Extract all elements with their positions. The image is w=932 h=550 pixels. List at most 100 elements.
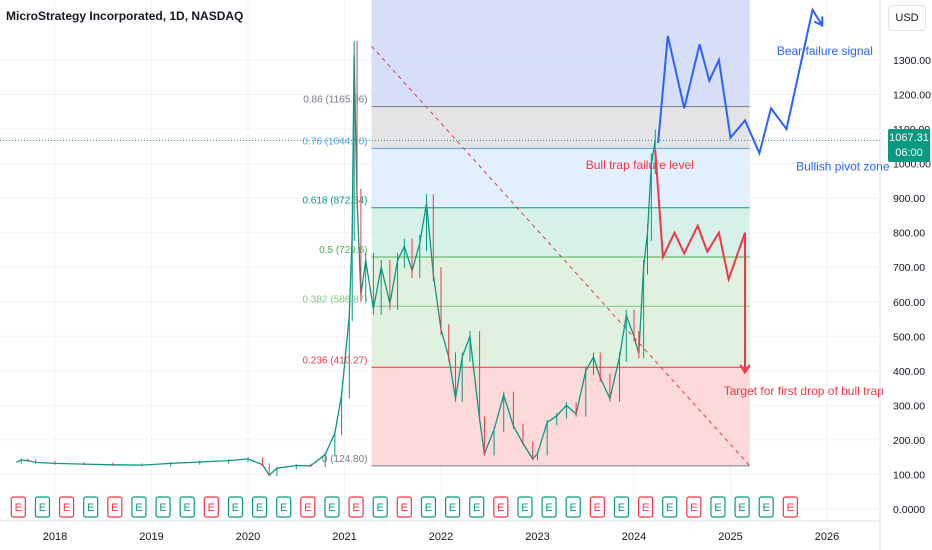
fib-level-label: 0.5 (729.6) xyxy=(319,245,367,256)
projection-bull-trap-arrowhead xyxy=(739,364,751,375)
earnings-marker[interactable]: E xyxy=(300,496,316,518)
earnings-marker-box xyxy=(131,496,147,518)
earnings-marker[interactable]: E xyxy=(734,496,750,518)
earnings-marker-box xyxy=(420,496,437,518)
y-tick-label: 300.00 xyxy=(893,400,925,412)
earnings-marker-label: E xyxy=(256,502,263,514)
x-tick-label: 2022 xyxy=(429,531,453,543)
earnings-marker-box xyxy=(251,496,268,518)
earnings-marker-label: E xyxy=(521,502,528,514)
earnings-marker-box xyxy=(686,496,702,518)
earnings-marker-label: E xyxy=(401,502,408,514)
earnings-marker[interactable]: E xyxy=(131,496,147,518)
earnings-marker-label: E xyxy=(135,502,142,514)
earnings-marker-box xyxy=(444,496,461,518)
fib-level-label: 0 (124.80) xyxy=(322,454,368,465)
fib-level-label: 0.382 (586.87) xyxy=(302,294,367,305)
earnings-marker-box xyxy=(179,496,195,518)
earnings-marker[interactable]: E xyxy=(10,496,26,518)
earnings-marker-label: E xyxy=(738,502,745,514)
fib-zone xyxy=(371,367,750,466)
earnings-marker[interactable]: E xyxy=(782,496,798,518)
earnings-marker-label: E xyxy=(763,502,770,514)
earnings-marker[interactable]: E xyxy=(324,496,340,518)
earnings-marker-label: E xyxy=(545,502,552,514)
earnings-marker[interactable]: E xyxy=(662,496,678,518)
earnings-marker-label: E xyxy=(377,502,384,514)
earnings-marker-box xyxy=(517,496,533,518)
earnings-marker[interactable]: E xyxy=(710,496,726,518)
earnings-marker[interactable]: E xyxy=(541,496,557,518)
earnings-marker-box xyxy=(203,496,219,518)
x-tick-label: 2024 xyxy=(622,531,646,543)
earnings-marker-label: E xyxy=(184,502,191,514)
earnings-marker-box xyxy=(589,496,605,518)
chart-title: MicroStrategy Incorporated, 1D, NASDAQ xyxy=(6,9,244,23)
earnings-marker[interactable]: E xyxy=(155,496,171,518)
earnings-marker[interactable]: E xyxy=(444,496,461,518)
earnings-marker[interactable]: E xyxy=(227,496,244,518)
earnings-marker-box xyxy=(565,496,581,518)
annotation-label: Target for first drop of bull trap xyxy=(724,384,884,398)
earnings-marker[interactable]: E xyxy=(565,496,581,518)
earnings-marker-label: E xyxy=(352,502,359,514)
currency-button[interactable]: USD xyxy=(888,5,926,31)
earnings-marker[interactable]: E xyxy=(396,496,412,518)
earnings-marker-label: E xyxy=(473,502,480,514)
earnings-marker-box xyxy=(324,496,340,518)
earnings-marker[interactable]: E xyxy=(58,496,75,518)
fib-level-label: 0.618 (872.34) xyxy=(302,196,367,207)
earnings-marker-box xyxy=(372,496,388,518)
earnings-marker-box xyxy=(493,496,509,518)
earnings-marker[interactable]: E xyxy=(469,496,485,518)
earnings-marker-label: E xyxy=(39,502,46,514)
last-price-tag: 1067.31 06:00 xyxy=(888,129,930,162)
last-price-countdown: 06:00 xyxy=(895,147,923,159)
fib-zone xyxy=(371,148,750,208)
earnings-marker[interactable]: E xyxy=(348,496,364,518)
earnings-marker[interactable]: E xyxy=(83,496,99,518)
earnings-marker-label: E xyxy=(232,502,239,514)
fib-zone xyxy=(371,0,750,107)
earnings-marker[interactable]: E xyxy=(203,496,219,518)
earnings-marker[interactable]: E xyxy=(686,496,702,518)
earnings-marker[interactable]: E xyxy=(107,496,123,518)
earnings-marker[interactable]: E xyxy=(276,496,292,518)
earnings-marker-label: E xyxy=(304,502,311,514)
earnings-marker[interactable]: E xyxy=(251,496,268,518)
earnings-marker[interactable]: E xyxy=(34,496,51,518)
x-tick-label: 2018 xyxy=(43,531,67,543)
earnings-marker-box xyxy=(34,496,51,518)
fib-zone xyxy=(371,306,750,368)
earnings-marker[interactable]: E xyxy=(372,496,388,518)
earnings-marker[interactable]: E xyxy=(179,496,195,518)
annotation-label: Bullish pivot zone xyxy=(796,160,890,174)
earnings-marker-box xyxy=(227,496,244,518)
y-tick-label: 500.00 xyxy=(893,331,925,343)
earnings-marker-box xyxy=(734,496,750,518)
earnings-marker[interactable]: E xyxy=(758,496,774,518)
earnings-marker-box xyxy=(782,496,798,518)
earnings-marker-label: E xyxy=(449,502,456,514)
earnings-marker[interactable]: E xyxy=(517,496,533,518)
earnings-marker-label: E xyxy=(666,502,673,514)
earnings-marker-label: E xyxy=(497,502,504,514)
earnings-marker-label: E xyxy=(208,502,215,514)
earnings-marker-box xyxy=(396,496,412,518)
earnings-marker[interactable]: E xyxy=(589,496,605,518)
y-tick-label: 400.00 xyxy=(893,366,925,378)
earnings-marker[interactable]: E xyxy=(420,496,437,518)
x-tick-label: 2023 xyxy=(525,531,549,543)
earnings-marker[interactable]: E xyxy=(637,496,654,518)
earnings-marker-box xyxy=(662,496,678,518)
fib-zone xyxy=(371,256,750,307)
x-tick-label: 2020 xyxy=(236,531,260,543)
earnings-marker[interactable]: E xyxy=(613,496,630,518)
earnings-marker-box xyxy=(541,496,557,518)
earnings-marker-box xyxy=(58,496,75,518)
earnings-marker-label: E xyxy=(111,502,118,514)
earnings-marker-label: E xyxy=(15,502,22,514)
price-candles xyxy=(20,41,656,477)
earnings-marker[interactable]: E xyxy=(493,496,509,518)
